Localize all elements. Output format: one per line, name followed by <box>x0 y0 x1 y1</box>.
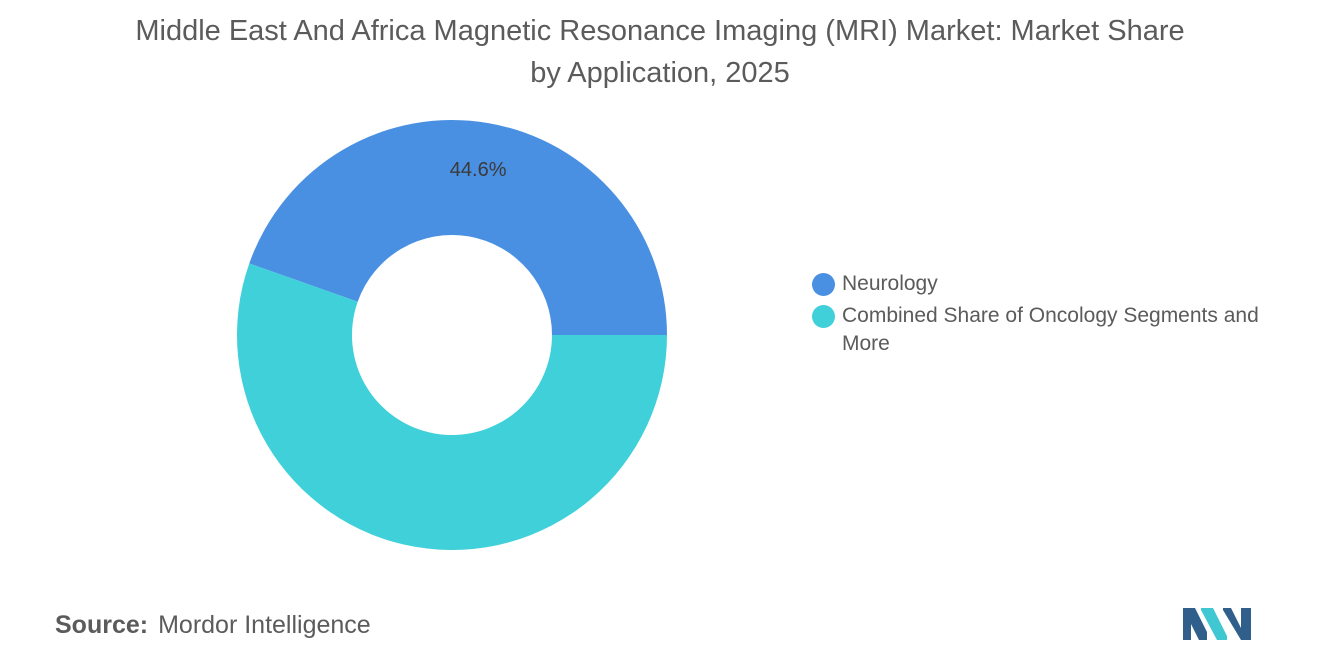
chart-title: Middle East And Africa Magnetic Resonanc… <box>135 15 1185 89</box>
legend-label-1: Combined Share of Oncology Segments and … <box>842 304 1259 355</box>
chart-data-labels: 44.6% <box>450 159 507 181</box>
source-text: Mordor Intelligence <box>158 611 371 639</box>
pie-slice-0 <box>249 119 668 335</box>
data-label-0: 44.6% <box>450 159 507 181</box>
chart-legend: Neurology Combined Share of Oncology Segm… <box>812 270 1282 362</box>
mordor-intelligence-logo-icon <box>1183 608 1251 640</box>
legend-swatch-0 <box>812 273 835 296</box>
source-note: Source: Mordor Intelligence <box>55 611 371 640</box>
source-label: Source: <box>55 611 149 639</box>
legend-item-1: Combined Share of Oncology Segments and … <box>812 302 1282 358</box>
legend-swatch-1 <box>812 305 835 328</box>
pie-slice-1 <box>237 263 668 550</box>
legend-item-0: Neurology <box>812 270 1282 298</box>
legend-label-0: Neurology <box>842 272 938 295</box>
chart-slices <box>237 119 668 550</box>
